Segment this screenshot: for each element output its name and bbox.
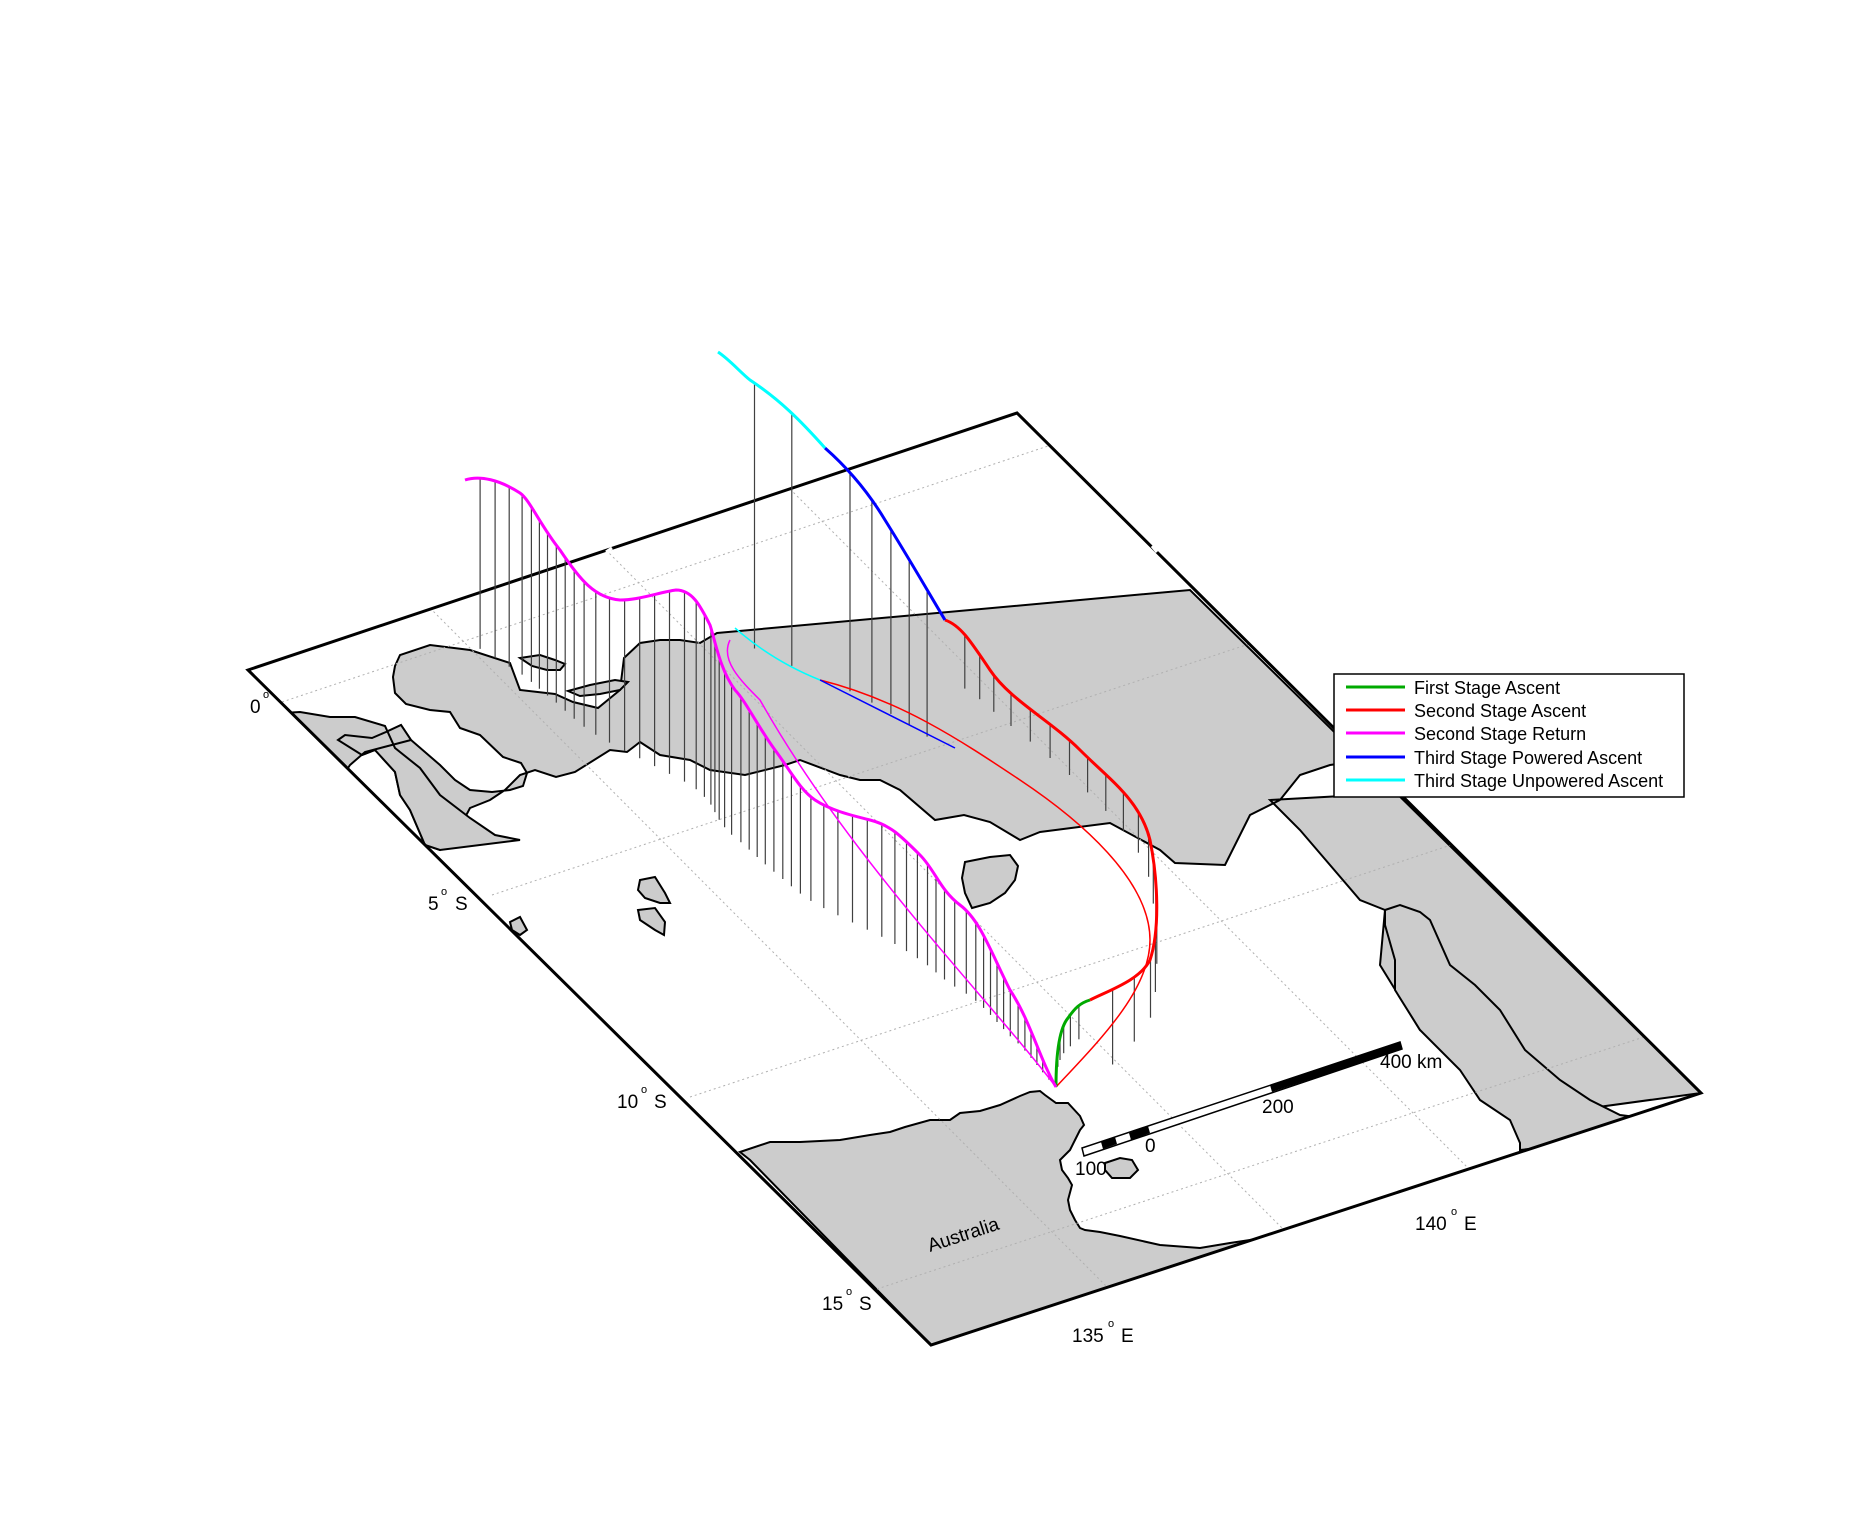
svg-text:o: o <box>846 1286 852 1298</box>
ground-track-third-powered <box>819 679 956 749</box>
lat-label-15s: 15 o S <box>822 1286 872 1315</box>
svg-text:S: S <box>455 894 468 915</box>
island-4 <box>636 906 667 937</box>
svg-text:Second Stage Return: Second Stage Return <box>1414 724 1586 744</box>
svg-text:Second Stage Ascent: Second Stage Ascent <box>1414 701 1586 721</box>
svg-text:135: 135 <box>1072 1326 1104 1347</box>
svg-text:0: 0 <box>250 697 261 718</box>
grid-lat-15s <box>876 1035 1648 1290</box>
svg-text:o: o <box>441 886 447 898</box>
landmass-new-guinea <box>336 588 1701 1117</box>
svg-text:10: 10 <box>617 1092 638 1113</box>
svg-text:First Stage Ascent: First Stage Ascent <box>1414 678 1560 698</box>
grid-lat-0 <box>281 444 1052 703</box>
legend: First Stage Ascent Second Stage Ascent S… <box>1333 673 1685 798</box>
ground-track-ascent <box>819 679 1151 1088</box>
scale-bar: 100 0 200 400 km <box>1075 1041 1442 1180</box>
second-stage-return-line <box>464 476 1058 1088</box>
scale-segment-2 <box>1129 1126 1150 1140</box>
ground-track-return <box>726 639 1057 1088</box>
island-6 <box>960 853 1020 910</box>
legend-box <box>1333 673 1685 798</box>
scale-label-200: 200 <box>1262 1097 1294 1118</box>
third-stage-unpowered-line <box>717 350 827 449</box>
legend-entry-third-stage-powered: Third Stage Powered Ascent <box>1346 748 1642 768</box>
svg-text:Third Stage Powered Ascent: Third Stage Powered Ascent <box>1414 748 1642 768</box>
svg-text:S: S <box>654 1092 667 1113</box>
svg-text:E: E <box>1464 1214 1477 1235</box>
third-stage-powered-line <box>824 446 947 621</box>
svg-text:140: 140 <box>1415 1214 1447 1235</box>
svg-text:Third Stage Unpowered Ascent: Third Stage Unpowered Ascent <box>1414 771 1663 791</box>
second-stage-ascent-line <box>944 618 1159 1002</box>
map-frame <box>245 411 1704 1347</box>
latitude-labels: 0 o 5 o S 10 o S 15 o S <box>250 689 872 1315</box>
island-7 <box>1104 1156 1140 1179</box>
scale-label-100: 100 <box>1075 1159 1107 1180</box>
grid-lat-10s <box>689 841 1461 1098</box>
legend-entry-third-stage-unpowered: Third Stage Unpowered Ascent <box>1346 771 1663 791</box>
graticule <box>281 444 1648 1291</box>
island-1 <box>517 653 567 671</box>
scale-label-0: 0 <box>1145 1136 1156 1157</box>
island-3 <box>636 875 672 904</box>
lon-label-140e: 140 o E <box>1415 1206 1477 1235</box>
svg-text:o: o <box>1451 1206 1457 1218</box>
grid-lon-1 <box>429 607 1111 1291</box>
scale-label-400km: 400 km <box>1380 1052 1442 1073</box>
legend-entry-first-stage: First Stage Ascent <box>1346 678 1560 698</box>
svg-text:S: S <box>859 1294 872 1315</box>
svg-text:E: E <box>1121 1326 1134 1347</box>
ground-track-third-unpowered <box>734 627 821 681</box>
first-stage-ascent-line <box>1054 998 1091 1088</box>
scale-segment-1 <box>1101 1137 1117 1149</box>
lat-label-5s: 5 o S <box>428 886 468 915</box>
grid-lat-5s <box>491 639 1262 896</box>
frame-tick-marks <box>605 545 1159 554</box>
lat-label-0: 0 o <box>250 689 269 718</box>
scale-segment-3 <box>1270 1042 1402 1092</box>
svg-text:o: o <box>641 1084 647 1096</box>
svg-text:15: 15 <box>822 1294 843 1315</box>
lon-label-135e: 135 o E <box>1072 1318 1134 1347</box>
legend-entry-second-stage-ascent: Second Stage Ascent <box>1346 701 1586 721</box>
lat-label-10s: 10 o S <box>617 1084 667 1113</box>
legend-entry-second-stage-return: Second Stage Return <box>1346 724 1586 744</box>
svg-text:5: 5 <box>428 894 439 915</box>
trajectory <box>464 350 1159 1088</box>
longitude-labels: 135 o E 140 o E <box>1072 1206 1477 1347</box>
svg-text:o: o <box>1108 1318 1114 1330</box>
svg-text:o: o <box>263 689 269 701</box>
